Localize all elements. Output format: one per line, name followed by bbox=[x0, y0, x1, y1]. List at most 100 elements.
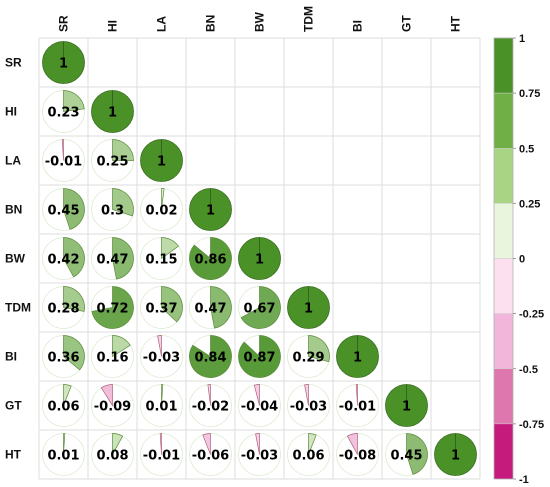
pie-slice bbox=[112, 433, 124, 455]
colorbar-segment bbox=[493, 148, 514, 204]
correlation-value: 1 bbox=[157, 155, 166, 170]
cell-ht-hi: 0.08 bbox=[91, 433, 134, 476]
colorbar-segment bbox=[493, 203, 514, 259]
correlation-value: 1 bbox=[59, 57, 68, 72]
cell-sr-sr: 1 bbox=[42, 41, 85, 84]
cell-bi-bi: 1 bbox=[336, 335, 379, 378]
column-label-tdm: TDM bbox=[302, 6, 316, 32]
cell-bi-bn: 0.84 bbox=[189, 335, 232, 378]
correlation-value: 0.87 bbox=[243, 351, 275, 366]
column-label-ht: HT bbox=[449, 15, 463, 32]
cell-bi-sr: 0.36 bbox=[42, 335, 85, 378]
correlation-value: -0.09 bbox=[94, 400, 131, 415]
pie-slice bbox=[100, 384, 113, 407]
colorbar-segment bbox=[493, 368, 514, 425]
pie-slice bbox=[202, 433, 211, 455]
correlation-value: 0.15 bbox=[145, 253, 177, 268]
correlation-value: -0.02 bbox=[192, 400, 229, 415]
column-label-gt: GT bbox=[400, 15, 414, 32]
column-label-bn: BN bbox=[204, 15, 218, 32]
cell-bn-bn: 1 bbox=[189, 188, 232, 231]
pie-slice bbox=[207, 384, 211, 406]
row-label-la: LA bbox=[5, 154, 21, 168]
pie-slice bbox=[355, 384, 358, 406]
cell-hi-sr: 0.23 bbox=[42, 90, 85, 133]
label-layer: SR SR HI HI LA LA BN BN BW BW TDM TDM BI BI GT GT HT HT bbox=[5, 6, 463, 462]
correlation-value: 0.23 bbox=[47, 106, 79, 121]
pie-slice bbox=[63, 237, 85, 278]
cell-gt-gt: 1 bbox=[385, 384, 428, 427]
cell-ht-gt: 0.45 bbox=[385, 433, 428, 476]
correlation-value: -0.03 bbox=[241, 449, 278, 464]
pie-slice bbox=[112, 335, 131, 358]
pie-slice bbox=[304, 384, 309, 406]
row-label-gt: GT bbox=[5, 399, 22, 413]
correlation-value: 0.42 bbox=[47, 253, 79, 268]
cell-ht-tdm: 0.06 bbox=[287, 433, 330, 476]
pie-slice bbox=[406, 433, 428, 475]
pie-slice bbox=[189, 237, 232, 280]
correlation-value: 0.47 bbox=[96, 253, 128, 268]
correlation-value: 1 bbox=[255, 253, 264, 268]
row-label-bn: BN bbox=[5, 203, 22, 217]
pie-slice bbox=[63, 335, 85, 371]
cell-ht-la: -0.01 bbox=[140, 433, 183, 476]
cell-tdm-tdm: 1 bbox=[287, 286, 330, 329]
cell-ht-bw: -0.03 bbox=[238, 433, 281, 476]
cell-ht-ht: 1 bbox=[434, 433, 477, 476]
correlation-value: 1 bbox=[206, 204, 215, 219]
pie-slice bbox=[63, 433, 66, 455]
cell-la-hi: 0.25 bbox=[91, 139, 134, 182]
pie-slice bbox=[63, 384, 72, 406]
cell-bw-la: 0.15 bbox=[140, 237, 183, 280]
colorbar-tick-label: 0 bbox=[519, 254, 525, 266]
correlation-value: 0.08 bbox=[96, 449, 128, 464]
colorbar-tick-label: -0.5 bbox=[519, 364, 538, 376]
grid-layer bbox=[38, 37, 481, 480]
correlation-value: 1 bbox=[304, 302, 313, 317]
correlation-value: 1 bbox=[451, 449, 460, 464]
pie-slice bbox=[159, 433, 162, 455]
pie-slice bbox=[308, 335, 330, 363]
pie-layer: 1 0.23 1 -0.01 0.25 1 0.45 0.3 0.02 1 0.42 0.47 0.15… bbox=[42, 41, 477, 476]
correlation-value: 0.01 bbox=[145, 400, 177, 415]
colorbar-segment bbox=[493, 37, 514, 94]
cell-bn-sr: 0.45 bbox=[42, 188, 85, 231]
cell-bi-bw: 0.87 bbox=[238, 335, 281, 378]
cell-ht-bn: -0.06 bbox=[189, 433, 232, 476]
cell-la-la: 1 bbox=[140, 139, 183, 182]
row-label-bw: BW bbox=[5, 252, 26, 266]
row-label-hi: HI bbox=[5, 105, 17, 119]
pie-slice bbox=[161, 384, 164, 406]
column-label-la: LA bbox=[155, 16, 169, 32]
correlation-value: 0.25 bbox=[96, 155, 128, 170]
cell-gt-tdm: -0.03 bbox=[287, 384, 330, 427]
correlation-value: 0.86 bbox=[194, 253, 226, 268]
correlation-value: 1 bbox=[402, 400, 411, 415]
row-label-ht: HT bbox=[5, 448, 22, 462]
colorbar-segment bbox=[493, 258, 514, 314]
cell-tdm-hi: 0.72 bbox=[91, 286, 134, 329]
colorbar-tick-label: 0.75 bbox=[519, 88, 540, 100]
row-label-sr: SR bbox=[5, 56, 22, 70]
correlation-value: 0.29 bbox=[292, 351, 324, 366]
pie-slice bbox=[161, 286, 183, 323]
correlation-value: 0.37 bbox=[145, 302, 177, 317]
cell-bi-hi: 0.16 bbox=[91, 335, 134, 378]
cell-bn-la: 0.02 bbox=[140, 188, 183, 231]
colorbar-segment bbox=[493, 313, 514, 369]
cell-bi-la: -0.03 bbox=[140, 335, 183, 378]
pie-slice bbox=[255, 433, 260, 455]
pie-slice bbox=[240, 286, 281, 329]
column-label-bi: BI bbox=[351, 20, 365, 32]
row-label-bi: BI bbox=[5, 350, 17, 364]
correlation-value: 1 bbox=[353, 351, 362, 366]
correlation-value: 0.45 bbox=[390, 449, 422, 464]
correlation-value: 0.72 bbox=[96, 302, 128, 317]
column-label-sr: SR bbox=[57, 15, 71, 32]
pie-slice bbox=[238, 335, 281, 378]
cell-tdm-la: 0.37 bbox=[140, 286, 183, 329]
colorbar: 1 0.75 0.5 0.25 0 -0.25 -0.5 -0.75 -1 bbox=[493, 33, 544, 486]
pie-slice bbox=[308, 433, 317, 455]
